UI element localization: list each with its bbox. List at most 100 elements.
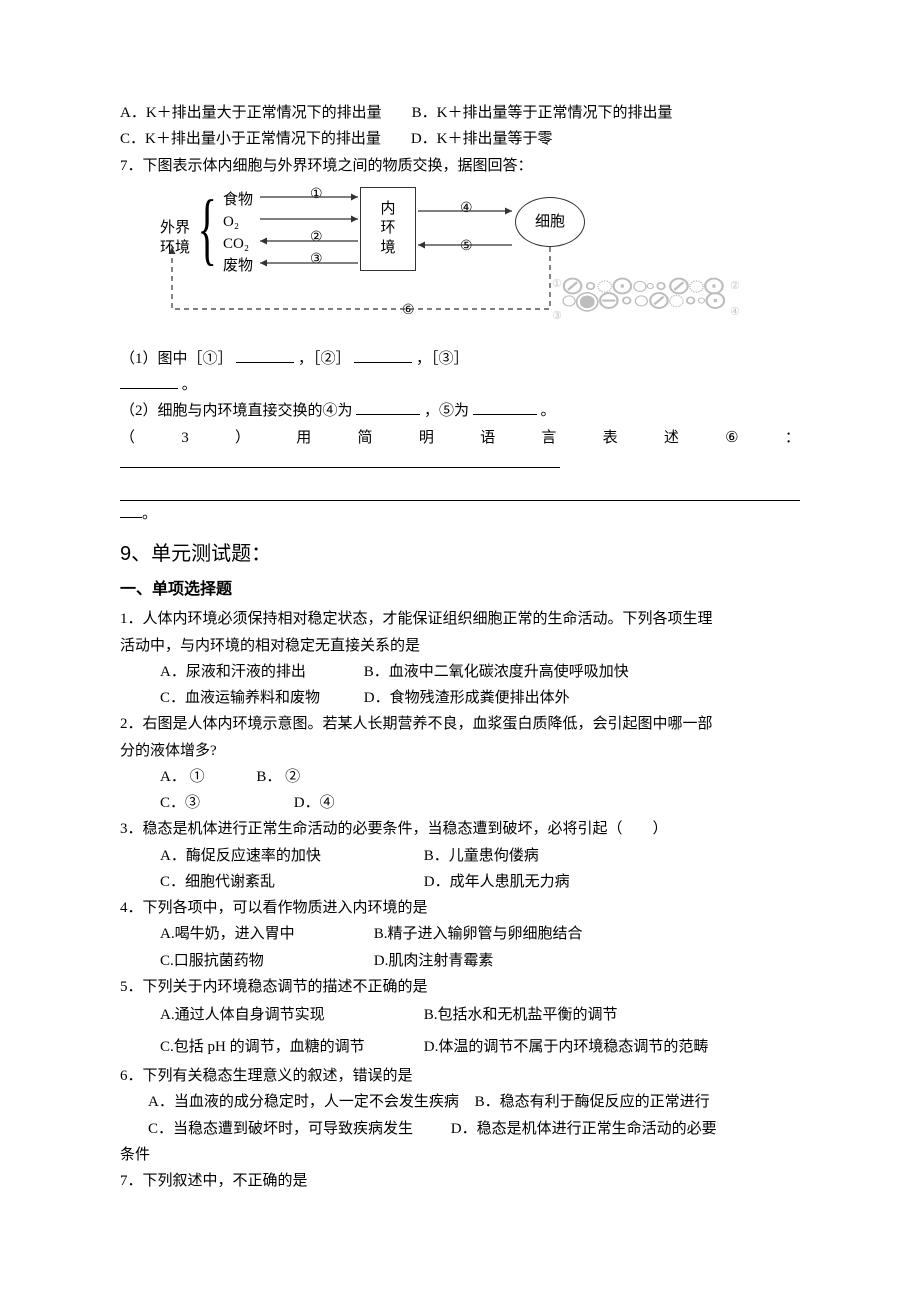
uq3-c: C．细胞代谢紊乱 xyxy=(160,869,420,895)
q7-sub1: （1）图中［①］ ，［②］ ，［③］ xyxy=(120,346,800,372)
inner-env-c3: 境 xyxy=(380,239,395,259)
c: ） xyxy=(235,425,250,451)
uq2-b: B． ② xyxy=(256,764,300,790)
q7-sub1-end: 。 xyxy=(182,377,197,393)
uq6-d: D．稳态是机体进行正常生命活动的必要 xyxy=(451,1121,717,1137)
uq2-l2: 分的液体增多? xyxy=(120,738,800,764)
q7-sub1-tail: 。 xyxy=(120,372,800,398)
uq7-stem: 7．下列叙述中，不正确的是 xyxy=(120,1168,800,1194)
fig-outer-label-2: 环境 xyxy=(160,235,190,261)
c: （ xyxy=(120,425,135,451)
blank xyxy=(120,502,142,518)
uq1-opts-r2: C．血液运输养料和废物 D．食物残渣形成粪便排出体外 xyxy=(120,685,800,711)
blank xyxy=(120,452,560,468)
uq3-d: D．成年人患肌无力病 xyxy=(424,874,570,890)
q7-sub3-blank1 xyxy=(120,451,800,477)
q7-sub1-t3: ，［③］ xyxy=(416,351,469,367)
uq4-d: D.肌肉注射青霉素 xyxy=(374,953,494,969)
q7-figure: 外界 环境 { 食物 O₂ CO₂ 废物 ① ② ③ 内 环 境 ④ ⑤ ⑥ 细… xyxy=(160,187,760,342)
prev-q6-options: A．K＋排出量大于正常情况下的排出量 B．K＋排出量等于正常情况下的排出量 xyxy=(120,100,800,126)
uq6-c: C．当稳态遭到破坏时，可导致疾病发生 xyxy=(148,1121,413,1137)
q7-sub2-t2: ，⑤为 xyxy=(424,403,469,419)
inner-env-box: 内 环 境 xyxy=(360,187,416,271)
q7-sub2-t1: （2）细胞与内环境直接交换的④为 xyxy=(120,403,353,419)
uq3-stem: 3．稳态是机体进行正常生命活动的必要条件，当稳态遭到破坏，必将引起（ ） xyxy=(120,816,800,842)
uq6-a: A．当血液的成分稳定时，人一定不会发生疾病 xyxy=(148,1094,459,1110)
opt-b: B．K＋排出量等于正常情况下的排出量 xyxy=(412,100,673,126)
micro-lbl-3: ③ xyxy=(552,307,562,326)
uq2-c: C．③ xyxy=(160,790,200,816)
uq4-stem: 4．下列各项中，可以看作物质进入内环境的是 xyxy=(120,895,800,921)
uq4-a: A.喝牛奶，进入胃中 xyxy=(160,921,370,947)
c: 表 xyxy=(603,425,618,451)
uq5-c: C.包括 pH 的调节，血糖的调节 xyxy=(160,1032,420,1064)
uq1-opts-r1: A．尿液和汗液的排出 B．血液中二氧化碳浓度升高使呼吸加快 xyxy=(120,659,800,685)
q7-sub2: （2）细胞与内环境直接交换的④为 ，⑤为 。 xyxy=(120,398,800,424)
circled-6: ⑥ xyxy=(402,299,415,324)
uq5-opts-r2: C.包括 pH 的调节，血糖的调节 D.体温的调节不属于内环境稳态调节的范畴 xyxy=(120,1032,800,1064)
q7-sub1-t1: （1）图中［①］ xyxy=(120,351,233,367)
uq5-opts-r1: A.通过人体自身调节实现 B.包括水和无机盐平衡的调节 xyxy=(120,1000,800,1032)
micro-lbl-1: ① xyxy=(552,275,562,294)
uq2-d: D．④ xyxy=(294,790,335,816)
c: 言 xyxy=(541,425,556,451)
inner-env-c1: 内 xyxy=(380,200,395,220)
opt-a: A．K＋排出量大于正常情况下的排出量 xyxy=(120,100,382,126)
uq5-stem: 5．下列关于内环境稳态调节的描述不正确的是 xyxy=(120,974,800,1000)
opt-c: C．K＋排出量小于正常情况下的排出量 xyxy=(120,126,381,152)
document-page: A．K＋排出量大于正常情况下的排出量 B．K＋排出量等于正常情况下的排出量 C．… xyxy=(0,0,920,1302)
micro-lbl-2: ② xyxy=(730,277,740,296)
uq2-l1: 2．右图是人体内环境示意图。若某人长期营养不良，血浆蛋白质降低，会引起图中哪一部 xyxy=(120,711,800,737)
circled-1: ① xyxy=(310,183,323,208)
circled-2: ② xyxy=(310,226,323,251)
uq1-a: A．尿液和汗液的排出 xyxy=(160,659,360,685)
uq4-b: B.精子进入输卵管与卵细胞结合 xyxy=(374,926,583,942)
uq6-tail: 条件 xyxy=(120,1142,800,1168)
unit-test-header: 9、单元测试题： xyxy=(120,537,800,572)
inner-env-c2: 环 xyxy=(380,219,395,239)
c: ： xyxy=(785,425,800,451)
uq6-b: B．稳态有利于酶促反应的正常进行 xyxy=(475,1094,710,1110)
q7-sub3-tail: 。 xyxy=(120,501,800,527)
opt-d: D．K＋排出量等于零 xyxy=(411,126,553,152)
circled-4: ④ xyxy=(460,197,473,222)
q7-stem: 7．下图表示体内细胞与外界环境之间的物质交换，据图回答： xyxy=(120,153,800,179)
q7-sub1-t2: ，［②］ xyxy=(298,351,351,367)
brace-icon: { xyxy=(198,189,217,269)
uq4-opts-r1: A.喝牛奶，进入胃中 B.精子进入输卵管与卵细胞结合 xyxy=(120,921,800,947)
uq4-opts-r2: C.口服抗菌药物 D.肌肉注射青霉素 xyxy=(120,948,800,974)
uq5-a: A.通过人体自身调节实现 xyxy=(160,1000,420,1032)
uq3-opts-r1: A．酶促反应速率的加快 B．儿童患佝偻病 xyxy=(120,843,800,869)
c: 用 xyxy=(296,425,311,451)
uq6-opts-r1: A．当血液的成分稳定时，人一定不会发生疾病 B．稳态有利于酶促反应的正常进行 xyxy=(120,1089,800,1115)
uq3-a: A．酶促反应速率的加快 xyxy=(160,843,420,869)
uq2-a: A． ① xyxy=(160,764,205,790)
blank xyxy=(473,399,537,415)
uq1-l2: 活动中，与内环境的相对稳定无直接关系的是 xyxy=(120,633,800,659)
uq2-opts-r2: C．③ D．④ xyxy=(120,790,800,816)
tissue-sketch-icon: ⊘∘◌⊙○◦∘⊘◌⊙ ○◉⊖∘○⊘◌∘◦⊙ xyxy=(560,279,724,307)
uq1-c: C．血液运输养料和废物 xyxy=(160,685,360,711)
cell-oval: 细胞 xyxy=(515,197,585,247)
blank xyxy=(236,347,294,363)
q7-sub3-blank2 xyxy=(120,479,800,501)
circled-5: ⑤ xyxy=(460,235,473,260)
uq1-l1: 1．人体内环境必须保持相对稳定状态，才能保证组织细胞正常的生命活动。下列各项生理 xyxy=(120,606,800,632)
micro-lbl-4: ④ xyxy=(730,303,740,322)
c: 述 xyxy=(664,425,679,451)
prev-q6-options-line2: C．K＋排出量小于正常情况下的排出量 D．K＋排出量等于零 xyxy=(120,126,800,152)
blank xyxy=(120,373,178,389)
q7-sub3-line: （ 3 ） 用 简 明 语 言 表 述 ⑥ ： xyxy=(120,425,800,451)
blank xyxy=(356,399,420,415)
uq5-d: D.体温的调节不属于内环境稳态调节的范畴 xyxy=(424,1039,709,1055)
uq3-opts-r2: C．细胞代谢紊乱 D．成年人患肌无力病 xyxy=(120,869,800,895)
c: 语 xyxy=(480,425,495,451)
fig-row4: 废物 xyxy=(223,253,253,279)
uq6-stem: 6．下列有关稳态生理意义的叙述，错误的是 xyxy=(120,1063,800,1089)
cell-label: 细胞 xyxy=(535,209,565,235)
uq5-b: B.包括水和无机盐平衡的调节 xyxy=(424,1007,618,1023)
uq1-d: D．食物残渣形成粪便排出体外 xyxy=(364,690,570,706)
q7-sub2-t3: 。 xyxy=(541,403,556,419)
c: 明 xyxy=(419,425,434,451)
c: 3 xyxy=(181,425,189,451)
